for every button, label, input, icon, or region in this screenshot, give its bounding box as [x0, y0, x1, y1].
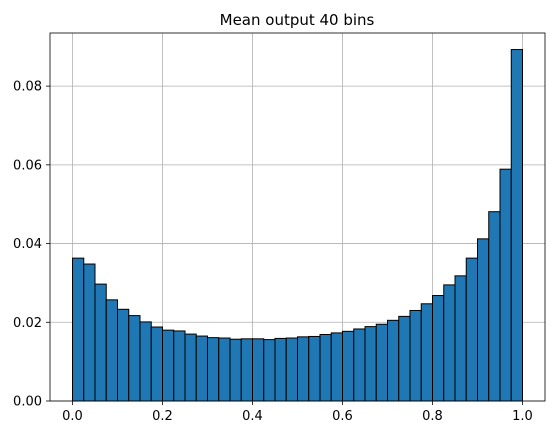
plot-frame [49, 32, 546, 402]
x-tick-label-1: 0.2 [152, 409, 173, 424]
histogram-bar-29 [398, 315, 411, 402]
histogram-bar-2 [94, 283, 107, 402]
histogram-bar-26 [364, 326, 377, 402]
histogram-bar-13 [218, 337, 231, 402]
y-tick-label-4: 0.08 [13, 80, 42, 95]
x-tick-label-3: 0.6 [332, 409, 353, 424]
histogram-bar-30 [409, 309, 422, 402]
histogram-bar-17 [263, 339, 276, 402]
histogram-bar-23 [330, 332, 343, 402]
histogram-bar-24 [342, 330, 355, 402]
y-tick-label-3: 0.06 [13, 158, 42, 173]
x-tick-label-0: 0.0 [62, 409, 83, 424]
histogram-bar-32 [432, 295, 445, 402]
histogram-bar-10 [184, 333, 197, 402]
histogram-bar-12 [207, 337, 220, 402]
histogram-bar-19 [285, 337, 298, 402]
histogram-bar-4 [117, 308, 130, 402]
histogram-bar-0 [72, 257, 85, 402]
histogram-bar-36 [477, 238, 490, 402]
histogram-bar-9 [173, 330, 186, 402]
histogram-bar-34 [454, 275, 467, 402]
histogram-bar-5 [128, 315, 141, 402]
x-tick-label-4: 0.8 [422, 409, 443, 424]
histogram-bar-33 [443, 284, 456, 402]
histogram-bar-11 [195, 335, 208, 402]
histogram-bar-1 [83, 263, 96, 402]
histogram-bar-31 [420, 303, 433, 402]
histogram-bar-20 [297, 336, 310, 402]
x-tick-label-5: 1.0 [512, 409, 533, 424]
histogram-bar-21 [308, 335, 321, 402]
axes [49, 32, 546, 402]
histogram-bar-6 [139, 321, 152, 402]
histogram-bar-35 [465, 257, 478, 402]
histogram-bar-37 [488, 211, 501, 402]
histogram-bar-15 [240, 338, 253, 402]
histogram-bar-38 [499, 168, 512, 402]
bars [72, 49, 523, 402]
histogram-bar-7 [150, 326, 163, 402]
y-tick-label-1: 0.02 [13, 316, 42, 331]
histogram-bar-39 [510, 49, 523, 402]
histogram-bar-28 [387, 319, 400, 402]
histogram-bar-14 [229, 338, 242, 402]
histogram-bar-27 [375, 323, 388, 402]
chart-title: Mean output 40 bins [220, 11, 375, 29]
histogram-bar-8 [162, 329, 175, 402]
histogram-bar-25 [353, 328, 366, 402]
ticks: 0.0 0.2 0.4 0.6 0.8 1.0 0.00 0.02 0.04 0.06 0.08 [13, 80, 533, 424]
y-tick-label-0: 0.00 [13, 395, 42, 410]
histogram-bar-18 [274, 337, 287, 402]
histogram-bar-3 [105, 299, 118, 402]
histogram-bar-22 [319, 333, 332, 402]
histogram-bar-16 [252, 338, 265, 402]
y-tick-label-2: 0.04 [13, 237, 42, 252]
x-tick-label-2: 0.4 [242, 409, 263, 424]
